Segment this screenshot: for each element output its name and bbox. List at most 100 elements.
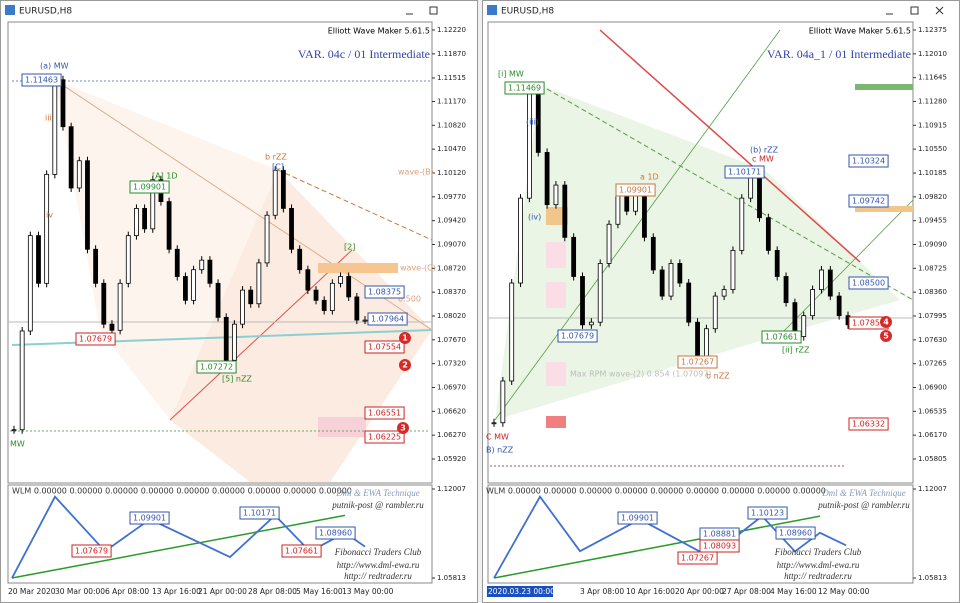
candle	[836, 295, 842, 317]
price-tick-label: 1.09770	[437, 193, 466, 201]
wave-label: (iv)	[528, 213, 541, 222]
candle	[615, 191, 621, 225]
price-tick-label: 1.06270	[437, 431, 466, 439]
candle	[207, 259, 213, 284]
marker-number: 2	[402, 361, 408, 370]
candle	[553, 184, 559, 206]
date-highlight	[487, 586, 553, 597]
price-tick-label: 1.06170	[918, 431, 947, 439]
variant-title: VAR. 04c / 01 Intermediate	[298, 47, 430, 61]
candle	[248, 289, 254, 305]
price-label: 1.08960	[319, 529, 352, 538]
candle	[650, 236, 656, 271]
price-tick-label: 1.10820	[437, 121, 466, 129]
price-label: 1.09901	[621, 514, 654, 523]
candle	[677, 263, 683, 284]
price-label: 1.09901	[133, 514, 166, 523]
price-tick-label: 1.08720	[437, 264, 466, 272]
date-label: 20 Apr 00:00	[675, 587, 724, 596]
candle	[256, 262, 262, 305]
close-button[interactable]	[935, 6, 944, 15]
price-label-box	[557, 329, 598, 343]
fib-channel	[170, 170, 432, 482]
candle	[810, 289, 815, 317]
price-tick-label: 1.09455	[918, 217, 947, 225]
price-tick-label: 1.11870	[437, 50, 466, 58]
candle	[774, 249, 780, 277]
price-label-box	[848, 417, 889, 431]
candle	[783, 276, 789, 304]
wave-label: iii	[45, 114, 52, 123]
price-label-box	[129, 511, 170, 525]
candle	[362, 319, 368, 322]
wave-label: (b) rZZ	[750, 146, 779, 155]
price-tick-label: 1.07320	[437, 360, 466, 368]
credit-text: http://www.dml-ewa.ru	[337, 560, 420, 570]
credit-text: putnik-post @ rambler.ru	[331, 500, 424, 510]
indicator-tick-label: 1.12007	[918, 485, 947, 493]
maximize-button[interactable]	[429, 6, 438, 15]
price-label-box	[677, 355, 718, 369]
indicator-name: Elliott Wave Maker 5.61.5	[809, 27, 911, 36]
indicator-tick-label: 1.12007	[437, 485, 466, 493]
price-label: 1.06551	[368, 409, 401, 418]
price-label: 1.10324	[852, 157, 885, 166]
marker-number: 3	[400, 424, 406, 433]
wave-label: b rZZ	[265, 153, 287, 162]
date-label: 6 Apr 08:00	[105, 587, 149, 596]
price-tick-label: 1.09070	[437, 241, 466, 249]
candle	[562, 184, 568, 238]
price-label-box	[848, 154, 889, 168]
trend-line	[277, 169, 433, 241]
zone	[318, 417, 366, 437]
price-tick-label: 1.06620	[437, 407, 466, 415]
date-label: 30 Mar 00:00	[55, 587, 105, 596]
wave-label: iv	[46, 211, 53, 220]
price-tick-label: 1.12010	[918, 50, 947, 58]
price-label: 1.07267	[681, 554, 714, 563]
candle	[606, 223, 612, 264]
price-label: 1.07272	[200, 363, 233, 372]
date-label: 20 Mar 2020	[8, 587, 56, 596]
candle	[52, 79, 58, 175]
date-label: 13 Apr 16:00	[152, 587, 201, 596]
price-label-box	[75, 332, 116, 346]
price-tick-label: 1.08370	[437, 288, 466, 296]
price-label: 1.10123	[751, 509, 784, 518]
price-label-box	[196, 360, 237, 374]
candle	[174, 248, 180, 277]
app-icon	[487, 5, 497, 15]
candle	[166, 201, 172, 250]
candle	[313, 289, 319, 301]
price-label: 1.10171	[728, 168, 761, 177]
candle	[93, 248, 99, 284]
price-label: 1.08881	[703, 530, 736, 539]
price-label-box	[615, 183, 656, 197]
price-label: 1.07554	[368, 343, 401, 352]
date-label: 13 May 00:00	[342, 587, 394, 596]
candle	[544, 152, 550, 206]
wave-label: WLM 0.00000 0.00000 0.00000 0.00000 0.00…	[12, 487, 352, 496]
title-bar	[1, 1, 477, 20]
price-label-box	[129, 180, 170, 194]
price-tick-label: 1.09090	[918, 241, 947, 249]
wave-label: WLM 0.00000 0.00000 0.00000 0.00000 0.00…	[486, 487, 826, 496]
price-tick-label: 1.07670	[437, 336, 466, 344]
candle	[297, 248, 303, 271]
candle	[730, 249, 736, 290]
title-bar	[483, 1, 959, 20]
price-tick-label: 1.07630	[918, 336, 947, 344]
price-tick-label: 1.12220	[437, 26, 466, 34]
price-label-box	[775, 526, 816, 540]
maximize-button[interactable]	[910, 6, 919, 15]
wave-label: c MW	[752, 155, 774, 164]
price-label-box	[699, 539, 740, 553]
price-label-box	[21, 73, 62, 87]
price-label: 1.08375	[368, 288, 401, 297]
candle	[712, 295, 718, 330]
date-label: 2020.03.23 00:00	[488, 587, 555, 596]
price-label: 1.06225	[368, 433, 401, 442]
marker-circle	[399, 332, 411, 344]
price-label-box	[747, 506, 788, 520]
price-label: 1.09901	[619, 186, 652, 195]
